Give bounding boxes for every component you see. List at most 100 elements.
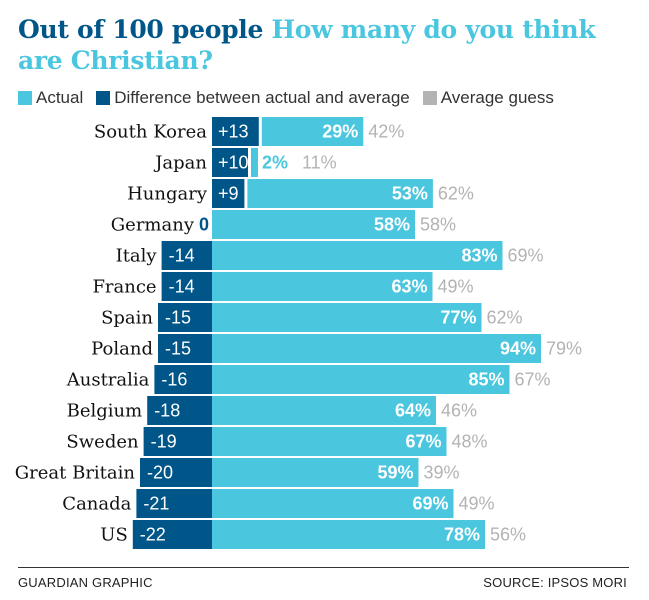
legend: Actual Difference between actual and ave… [18,87,567,109]
actual-bar [212,520,485,549]
difference-bar [158,334,212,363]
actual-label: 2% [262,153,288,173]
average-label: 49% [438,277,474,297]
average-label: 56% [490,525,526,545]
difference-bar [143,427,212,456]
average-label: 46% [441,401,477,421]
chart-title: Out of 100 people How many do you think … [18,14,628,76]
footer-divider [18,567,629,568]
bar-chart: +13 South Korea 29% 42% +10 Japan 2% 11% +9 Hunga… [15,117,582,549]
difference-label: +13 [218,122,249,142]
country-label: Australia [66,370,150,391]
country-label: France [92,277,156,298]
country-label: Germany [111,215,195,236]
difference-bar [212,117,259,146]
actual-label: 85% [468,370,504,390]
actual-bar [212,210,415,239]
actual-label: 58% [374,215,410,235]
average-label: 48% [452,432,488,452]
actual-bar [261,117,364,146]
difference-label: 0 [199,215,209,235]
legend-item-actual: Actual [18,88,83,108]
average-label: 79% [546,339,582,359]
country-label: US [100,525,128,546]
legend-label-average: Average guess [440,88,554,107]
difference-label: -21 [143,494,169,514]
actual-label: 59% [377,463,413,483]
average-label: 62% [438,184,474,204]
actual-label: 78% [444,525,480,545]
country-label: Italy [116,246,158,267]
actual-bar [212,396,436,425]
actual-label: 64% [395,401,431,421]
country-label: Belgium [67,401,143,422]
difference-label: -14 [169,246,195,266]
actual-bar [212,334,541,363]
difference-bar [136,489,212,518]
actual-bar [212,427,447,456]
legend-swatch-average [422,91,437,105]
difference-bar [161,241,212,270]
average-label: 39% [424,463,460,483]
average-label: 11% [302,153,337,173]
country-label: Poland [91,339,153,360]
country-label: Japan [153,153,207,174]
country-label: Sweden [66,432,139,453]
legend-swatch-difference [96,91,111,105]
average-label: 67% [515,370,551,390]
difference-label: -15 [165,308,191,328]
country-label: Spain [101,308,153,329]
actual-bar [247,179,433,208]
difference-bar [161,272,212,301]
legend-item-difference: Difference between actual and average [96,88,410,108]
difference-label: -19 [151,432,177,452]
actual-bar [251,148,258,177]
actual-bar [212,489,454,518]
difference-bar [212,179,245,208]
average-label: 49% [459,494,495,514]
country-label: Hungary [127,184,208,205]
difference-label: -18 [154,401,180,421]
difference-label: -22 [140,525,166,545]
difference-label: +9 [218,184,239,204]
actual-bar [212,303,482,332]
difference-bar [140,458,212,487]
average-label: 62% [487,308,523,328]
actual-bar [212,458,419,487]
actual-bar [212,272,433,301]
legend-label-difference: Difference between actual and average [114,88,410,107]
difference-bar [154,365,212,394]
country-label: Great Britain [15,463,136,484]
actual-label: 83% [461,246,497,266]
actual-label: 53% [392,184,428,204]
difference-label: -20 [147,463,173,483]
difference-label: +10 [218,153,249,173]
title-part2: How many do you think are Christian? [18,15,596,75]
difference-bar [158,303,212,332]
country-label: Canada [62,494,131,515]
actual-bar [212,241,503,270]
title-part1: Out of 100 people [18,15,264,44]
actual-label: 63% [391,277,427,297]
actual-label: 29% [322,122,358,142]
footer-source: SOURCE: IPSOS MORI [483,575,627,590]
difference-bar [132,520,212,549]
average-label: 69% [508,246,544,266]
actual-label: 94% [500,339,536,359]
actual-label: 67% [405,432,441,452]
actual-label: 69% [412,494,448,514]
difference-label: -14 [169,277,195,297]
difference-bar [212,148,248,177]
footer-credit: GUARDIAN GRAPHIC [18,575,153,590]
legend-label-actual: Actual [36,88,84,107]
actual-label: 77% [440,308,476,328]
difference-label: -16 [161,370,187,390]
average-label: 42% [368,122,404,142]
country-label: South Korea [94,122,207,143]
legend-swatch-actual [18,91,32,105]
legend-item-average: Average guess [422,88,554,108]
difference-label: -15 [165,339,191,359]
average-label: 58% [420,215,456,235]
difference-bar [147,396,212,425]
